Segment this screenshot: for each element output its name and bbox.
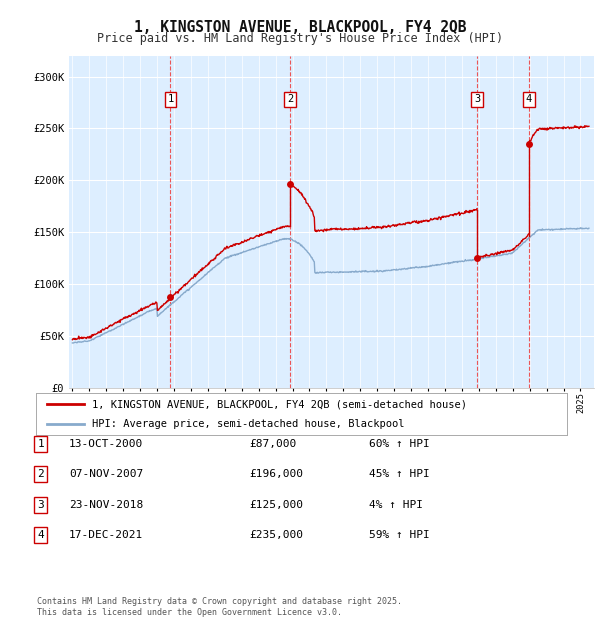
Text: Price paid vs. HM Land Registry's House Price Index (HPI): Price paid vs. HM Land Registry's House … xyxy=(97,32,503,45)
Text: 45% ↑ HPI: 45% ↑ HPI xyxy=(369,469,430,479)
Text: £235,000: £235,000 xyxy=(249,530,303,540)
Text: 2: 2 xyxy=(37,469,44,479)
Text: 60% ↑ HPI: 60% ↑ HPI xyxy=(369,439,430,449)
Text: 2: 2 xyxy=(287,94,293,104)
Text: 07-NOV-2007: 07-NOV-2007 xyxy=(69,469,143,479)
Text: 3: 3 xyxy=(37,500,44,510)
Text: 23-NOV-2018: 23-NOV-2018 xyxy=(69,500,143,510)
Text: 17-DEC-2021: 17-DEC-2021 xyxy=(69,530,143,540)
Text: 4: 4 xyxy=(526,94,532,104)
Text: 4: 4 xyxy=(37,530,44,540)
Text: £125,000: £125,000 xyxy=(249,500,303,510)
Text: £196,000: £196,000 xyxy=(249,469,303,479)
Text: £87,000: £87,000 xyxy=(249,439,296,449)
Text: 3: 3 xyxy=(474,94,480,104)
Text: 1, KINGSTON AVENUE, BLACKPOOL, FY4 2QB: 1, KINGSTON AVENUE, BLACKPOOL, FY4 2QB xyxy=(134,20,466,35)
Text: 59% ↑ HPI: 59% ↑ HPI xyxy=(369,530,430,540)
Text: 4% ↑ HPI: 4% ↑ HPI xyxy=(369,500,423,510)
Text: Contains HM Land Registry data © Crown copyright and database right 2025.
This d: Contains HM Land Registry data © Crown c… xyxy=(37,598,402,617)
Text: 13-OCT-2000: 13-OCT-2000 xyxy=(69,439,143,449)
Text: 1: 1 xyxy=(37,439,44,449)
Text: HPI: Average price, semi-detached house, Blackpool: HPI: Average price, semi-detached house,… xyxy=(92,419,404,429)
Text: 1: 1 xyxy=(167,94,173,104)
Text: 1, KINGSTON AVENUE, BLACKPOOL, FY4 2QB (semi-detached house): 1, KINGSTON AVENUE, BLACKPOOL, FY4 2QB (… xyxy=(92,399,467,409)
